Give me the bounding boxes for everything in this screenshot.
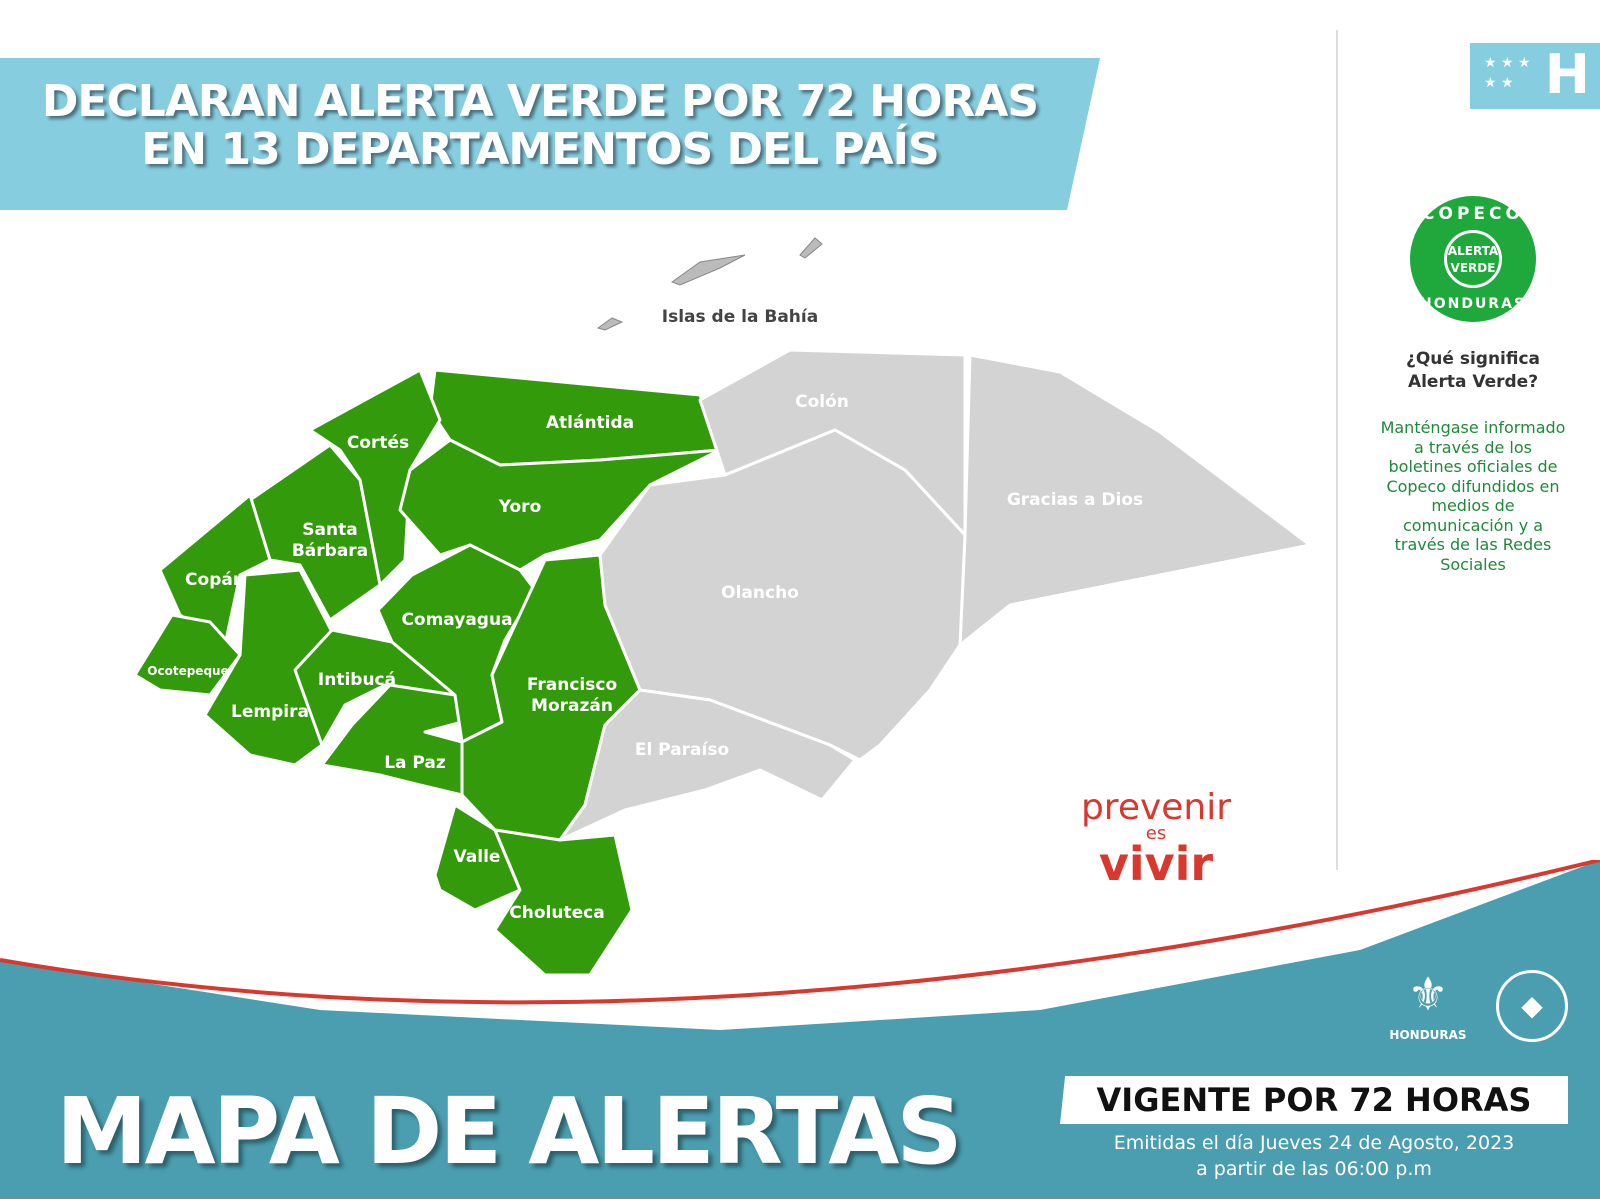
answer-text: Manténgase informado a través de los bol… [1380, 418, 1566, 574]
issued-text: Emitidas el día Jueves 24 de Agosto, 202… [1113, 1132, 1515, 1180]
label-copan: Copán [185, 570, 245, 590]
label-lempira: Lempira [231, 702, 309, 722]
gobierno-honduras-logo: ⚜ HONDURAS [1388, 960, 1468, 1042]
bay-islands [596, 237, 823, 331]
question-heading: ¿Qué significa Alerta Verde? [1405, 349, 1541, 392]
department-la-paz [320, 683, 464, 797]
honduras-alert-map: Islas de la Bahía Atlántida Cortés Yoro San… [133, 237, 1312, 977]
department-choluteca [493, 828, 634, 977]
label-comayagua: Comayagua [401, 610, 512, 630]
department-olancho [598, 428, 967, 762]
label-islas: Islas de la Bahía [662, 307, 818, 327]
validity-banner: VIGENTE POR 72 HORAS [1060, 1076, 1568, 1124]
label-el-paraiso: El Paraíso [635, 740, 729, 760]
label-cortes: Cortés [347, 433, 409, 453]
stars-icon: ★ ★ ★ ★ ★ [1484, 55, 1531, 91]
label-santa-barbara: Bárbara [292, 541, 368, 561]
label-olancho: Olancho [721, 583, 799, 603]
label-francisco-morazan: Francisco [527, 675, 617, 695]
label-valle: Valle [454, 847, 501, 867]
coat-of-arms-icon: ⚜ [1407, 967, 1449, 1021]
label-santa-barbara: Santa [302, 520, 357, 540]
copeco-logo: ◆ [1496, 970, 1568, 1042]
label-gracias-a-dios: Gracias a Dios [1007, 490, 1143, 510]
prevenir-es-vivir-logo: prevenir es vivir [1080, 787, 1232, 891]
footer-title: MAPA DE ALERTAS [56, 1078, 963, 1185]
red-curve [0, 860, 1600, 1005]
copeco-alerta-verde-seal: COPECO ALERTA VERDE HONDURAS [1410, 196, 1536, 322]
label-atlantida: Atlántida [546, 413, 634, 433]
label-francisco-morazan: Morazán [531, 696, 613, 716]
page-title: DECLARAN ALERTA VERDE POR 72 HORAS EN 13… [41, 76, 1039, 175]
department-yoro [398, 438, 722, 572]
label-la-paz: La Paz [384, 753, 446, 773]
divider [1336, 30, 1338, 870]
label-yoro: Yoro [498, 497, 542, 517]
label-choluteca: Choluteca [509, 903, 604, 923]
department-el-paraiso [558, 688, 857, 842]
title-banner [0, 58, 1100, 210]
department-cortes [308, 368, 442, 587]
label-colon: Colón [795, 392, 849, 412]
label-ocotepeque: Ocotepeque [147, 664, 228, 678]
department-santa-barbara [248, 443, 382, 622]
honduras-flag-logo: ★ ★ ★ ★ ★ H [1470, 43, 1600, 109]
label-intibuca: Intibucá [318, 670, 396, 690]
